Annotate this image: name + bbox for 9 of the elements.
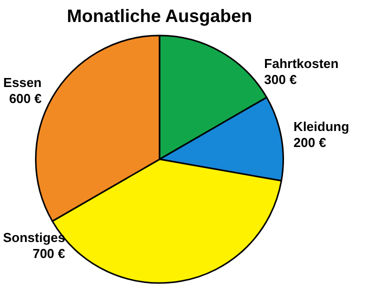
slice-label: Fahrtkosten (264, 56, 339, 71)
data-label: 700 € (32, 246, 66, 261)
slice-label: Kleidung (294, 119, 350, 134)
slice-label: Sonstiges (3, 230, 66, 245)
data-label: 600 € (9, 90, 42, 106)
data-label: 300 € (264, 72, 297, 87)
slice-label: Essen (3, 74, 42, 90)
data-label: 200 € (294, 135, 326, 150)
chart-title: Monatliche Ausgaben (66, 6, 252, 26)
